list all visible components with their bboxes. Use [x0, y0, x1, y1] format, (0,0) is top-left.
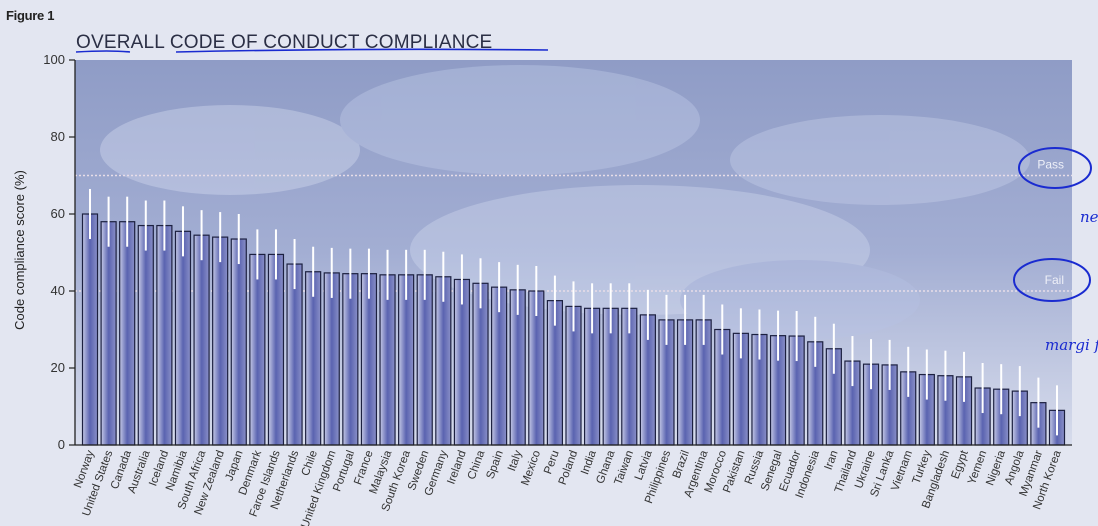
bar: [342, 273, 359, 446]
x-tick-label: Peru: [542, 449, 562, 476]
bar: [81, 213, 99, 446]
y-tick-label: 60: [51, 206, 65, 221]
figure-label: Figure 1: [6, 8, 55, 23]
bar: [212, 236, 229, 446]
bar: [323, 272, 340, 446]
bar: [137, 224, 154, 446]
x-tick-label: Italy: [506, 449, 525, 473]
bar: [398, 274, 415, 446]
y-tick-label: 20: [51, 360, 65, 375]
bar: [230, 238, 247, 446]
x-tick-label: Spain: [485, 449, 506, 481]
bar: [249, 253, 266, 446]
bar: [119, 221, 136, 446]
threshold-label-fail: Fail: [1045, 273, 1064, 287]
fish-photo-background: [100, 65, 1030, 340]
y-tick-label: 0: [58, 437, 65, 452]
y-axis-label: Code compliance score (%): [12, 170, 27, 330]
pass-circle-annotation: [1018, 147, 1092, 189]
threshold-label-pass: Pass: [1037, 158, 1064, 172]
bar: [286, 263, 303, 446]
bar: [174, 230, 192, 446]
y-tick-label: 40: [51, 283, 65, 298]
y-tick-label: 80: [51, 129, 65, 144]
fail-circle-annotation: [1013, 258, 1091, 302]
chart-title: OVERALL CODE OF CONDUCT COMPLIANCE: [76, 32, 493, 53]
pass-note-annotation: ne p: [1080, 208, 1098, 226]
fail-note-annotation: margi fail: [1045, 336, 1098, 354]
bar: [267, 253, 285, 446]
bar: [100, 221, 117, 446]
bar: [416, 274, 433, 446]
bar: [305, 271, 322, 446]
bar: [435, 276, 452, 446]
bar: [360, 273, 378, 446]
y-tick-label: 100: [43, 52, 65, 67]
bar: [156, 224, 173, 446]
bar: [379, 274, 396, 446]
underline-annotation: [75, 48, 549, 53]
x-tick-label: Iran: [823, 449, 841, 472]
x-tick-label: India: [579, 448, 599, 476]
bar: [193, 234, 210, 446]
x-tick-label: Chile: [300, 449, 320, 478]
